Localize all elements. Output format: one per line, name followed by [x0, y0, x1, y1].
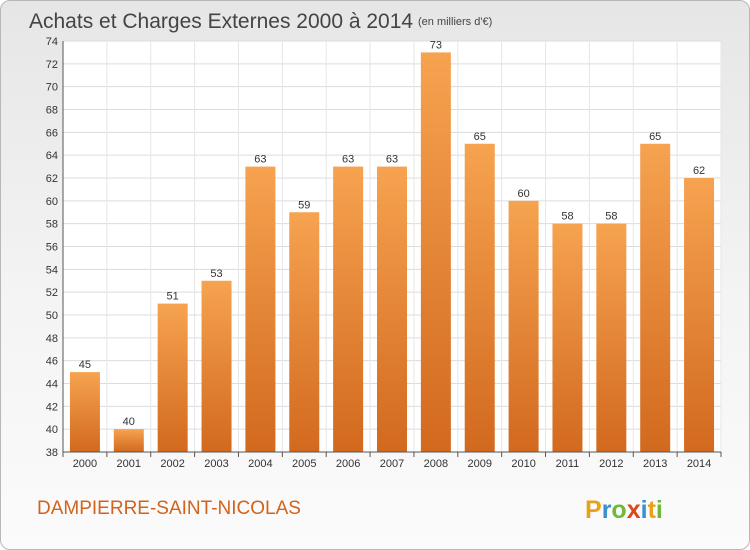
- bar: [596, 223, 627, 452]
- x-tick-label: 2000: [73, 458, 97, 470]
- x-tick-label: 2012: [599, 458, 623, 470]
- y-tick-label: 38: [46, 447, 58, 459]
- y-tick-label: 42: [46, 401, 58, 413]
- bar: [508, 200, 539, 452]
- y-tick-label: 46: [46, 356, 58, 368]
- logo-letter: o: [611, 496, 626, 524]
- logo-letter: r: [602, 496, 612, 524]
- y-tick-label: 58: [46, 219, 58, 231]
- logo-letter: x: [627, 496, 641, 524]
- bar-value-label: 73: [430, 39, 442, 51]
- y-tick-label: 56: [46, 242, 58, 254]
- bar-value-label: 65: [649, 131, 661, 143]
- x-tick-label: 2002: [160, 458, 184, 470]
- bar-value-label: 40: [123, 416, 135, 428]
- bar: [684, 178, 715, 452]
- bar: [552, 223, 583, 452]
- y-tick-label: 44: [46, 379, 58, 391]
- x-tick-label: 2014: [687, 458, 711, 470]
- bar-value-label: 62: [693, 165, 705, 177]
- bar-value-label: 51: [167, 291, 179, 303]
- y-tick-label: 40: [46, 424, 58, 436]
- y-tick-label: 66: [46, 127, 58, 139]
- place-name: DAMPIERRE-SAINT-NICOLAS: [37, 498, 301, 519]
- x-tick-label: 2004: [248, 458, 272, 470]
- bar-value-label: 60: [517, 188, 529, 200]
- bar: [69, 372, 100, 452]
- y-tick-label: 72: [46, 59, 58, 71]
- logo-letter: P: [585, 496, 602, 524]
- y-tick-label: 62: [46, 173, 58, 185]
- x-tick-label: 2008: [424, 458, 448, 470]
- logo-letter: i: [641, 496, 648, 524]
- bar: [157, 303, 188, 452]
- x-tick-label: 2003: [204, 458, 228, 470]
- x-tick-label: 2005: [292, 458, 316, 470]
- bar: [640, 143, 671, 452]
- bar: [333, 166, 364, 453]
- chart-title: Achats et Charges Externes 2000 à 2014: [29, 10, 413, 33]
- bar-value-label: 45: [79, 359, 91, 371]
- y-tick-label: 60: [46, 196, 58, 208]
- axis-layer: 38 40 42 44 46 48 50 52 54 56 58 60 62 64 66 68 70 72 74 20…: [46, 36, 722, 470]
- x-tick-label: 2013: [643, 458, 667, 470]
- bar-value-label: 58: [605, 211, 617, 223]
- logo-letter: t: [648, 496, 657, 524]
- y-tick-label: 50: [46, 310, 58, 322]
- bar: [289, 212, 320, 452]
- bar-value-label: 63: [342, 154, 354, 166]
- x-tick-label: 2009: [467, 458, 491, 470]
- logo-letter: i: [656, 496, 663, 524]
- x-tick-label: 2006: [336, 458, 360, 470]
- y-tick-label: 68: [46, 105, 58, 117]
- bar-value-label: 63: [386, 154, 398, 166]
- y-tick-label: 54: [46, 264, 58, 276]
- bar-value-label: 58: [561, 211, 573, 223]
- x-tick-label: 2001: [117, 458, 141, 470]
- y-tick-label: 70: [46, 82, 58, 94]
- bars-layer: 45 40 51 53 63 59 63 63 73 65 60 58 58 65 62: [69, 39, 715, 453]
- y-tick-label: 48: [46, 333, 58, 345]
- bar: [464, 143, 495, 452]
- bar-value-label: 63: [254, 154, 266, 166]
- y-tick-label: 52: [46, 287, 58, 299]
- bar-value-label: 53: [210, 268, 222, 280]
- bar-value-label: 59: [298, 199, 310, 211]
- y-tick-label: 74: [46, 36, 58, 48]
- bar: [201, 280, 232, 452]
- x-tick-label: 2010: [511, 458, 535, 470]
- proxiti-logo: Proxiti: [585, 496, 663, 524]
- y-tick-label: 64: [46, 150, 58, 162]
- bar: [377, 166, 407, 453]
- bar-value-label: 65: [474, 131, 486, 143]
- bar: [245, 166, 276, 453]
- x-tick-label: 2007: [380, 458, 404, 470]
- x-tick-label: 2011: [556, 458, 580, 470]
- chart-subtitle: (en milliers d'€): [418, 16, 492, 28]
- bar: [420, 52, 451, 453]
- bar: [113, 429, 144, 452]
